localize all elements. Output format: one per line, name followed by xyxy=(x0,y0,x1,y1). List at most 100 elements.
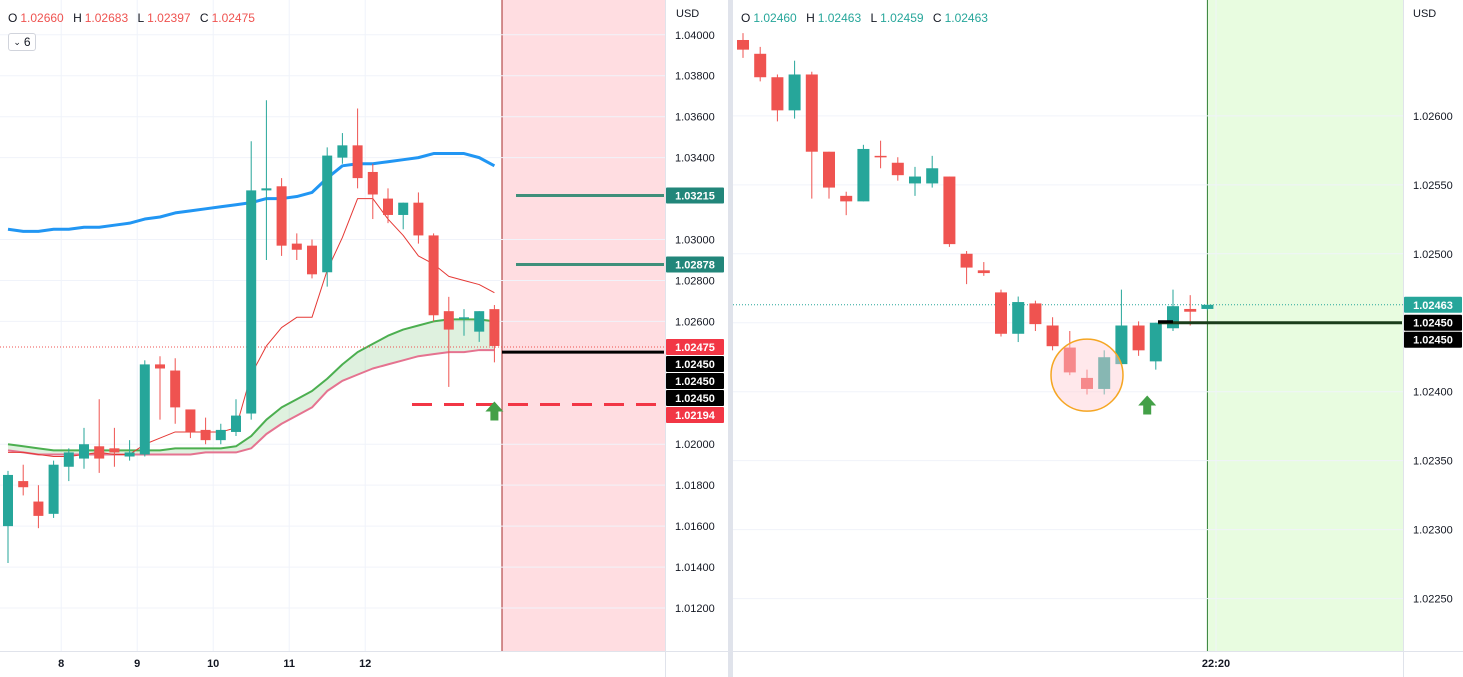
candle-body xyxy=(139,364,150,455)
right-low-label: L xyxy=(870,11,878,25)
candle-body xyxy=(1081,377,1093,389)
y-tick-label: 1.03000 xyxy=(675,235,715,247)
candle-body xyxy=(215,429,226,441)
left-open-value: 1.02660 xyxy=(20,11,64,25)
candle-body xyxy=(79,444,89,459)
left-low-value: 1.02397 xyxy=(147,11,191,25)
candle-body xyxy=(443,311,454,330)
candle-body xyxy=(1149,322,1162,362)
candle-body xyxy=(1012,302,1025,334)
price-axis-badge xyxy=(666,355,724,372)
left-high-value: 1.02683 xyxy=(84,11,129,25)
price-axis-badge-label: 1.02475 xyxy=(675,342,715,354)
candle-body xyxy=(124,452,135,457)
moving-average-line-2 xyxy=(7,318,495,452)
candle-body xyxy=(109,448,120,453)
right-currency-label: USD xyxy=(1413,8,1437,20)
indicators-toggle-button[interactable]: ⌄ 6 xyxy=(8,33,36,51)
x-tick-label: 22:20 xyxy=(1202,658,1230,670)
candle-body xyxy=(1063,347,1076,373)
candle-body xyxy=(1115,325,1128,365)
candle-body xyxy=(383,198,393,215)
y-tick-label: 1.02600 xyxy=(1413,111,1453,123)
candle-body xyxy=(1184,308,1197,312)
candle-body xyxy=(413,202,424,236)
price-axis-badge xyxy=(666,372,724,389)
price-axis-badge-label: 1.02450 xyxy=(1413,335,1453,347)
candle-body xyxy=(398,202,409,215)
left-close-label: C xyxy=(199,11,209,25)
right-open-value: 1.02460 xyxy=(753,11,797,25)
candle-body xyxy=(18,481,29,488)
ma-band-fill xyxy=(8,319,495,455)
left-close-value: 1.02475 xyxy=(211,11,255,25)
right-ohlc-legend: O 1.02460 H 1.02463 L 1.02459 C 1.02463 xyxy=(741,11,994,25)
left-open-label: O xyxy=(8,11,18,25)
price-axis-badge-label: 1.02450 xyxy=(675,393,715,405)
right-chart-canvas[interactable]: 1.02600 1.02550 1.02500 1.02450 1.02400 1.023… xyxy=(733,0,1463,677)
candle-body xyxy=(63,452,74,467)
candle-body xyxy=(352,145,363,179)
candle-body xyxy=(737,39,749,50)
left-high-label: H xyxy=(73,11,82,25)
y-tick-label: 1.03600 xyxy=(675,112,715,124)
price-axis-badge xyxy=(666,389,724,406)
price-axis-badge-label: 1.02463 xyxy=(1413,300,1453,312)
pane-divider[interactable] xyxy=(728,0,733,677)
y-tick-label: 1.04000 xyxy=(675,30,715,42)
price-axis-badge xyxy=(1404,331,1462,348)
indicator-count: 6 xyxy=(23,35,31,49)
price-axis-badge-label: 1.03215 xyxy=(675,191,715,203)
candle-body xyxy=(857,148,870,202)
x-tick-label: 10 xyxy=(207,658,219,670)
right-high-value: 1.02463 xyxy=(817,11,862,25)
y-tick-label: 1.02300 xyxy=(1413,525,1453,537)
candle-body xyxy=(823,151,835,188)
up-arrow-icon xyxy=(485,401,504,421)
candle-body xyxy=(891,162,904,176)
candle-body xyxy=(307,245,317,275)
candle-body xyxy=(1098,357,1111,389)
left-low-label: L xyxy=(137,11,145,25)
y-tick-label: 1.02600 xyxy=(675,316,715,328)
candle-body xyxy=(754,53,767,78)
candle-body xyxy=(261,188,272,191)
candle-body xyxy=(874,155,887,158)
candle-body xyxy=(170,370,181,408)
price-axis-badge xyxy=(1404,296,1462,313)
y-tick-label: 1.01800 xyxy=(675,480,715,492)
candle-body xyxy=(48,464,59,514)
y-tick-label: 1.02250 xyxy=(1413,594,1453,606)
right-close-label: C xyxy=(932,11,942,25)
y-tick-label: 1.02000 xyxy=(675,439,715,451)
price-axis-badge-label: 1.02450 xyxy=(1413,318,1453,330)
candle-body xyxy=(94,446,105,459)
price-axis-badge-label: 1.02450 xyxy=(675,359,715,371)
x-tick-label: 11 xyxy=(283,658,295,670)
candle-body xyxy=(1029,303,1042,325)
price-axis-badge xyxy=(666,187,724,204)
moving-average-line-3 xyxy=(7,349,495,456)
price-axis-badge xyxy=(666,256,724,273)
right-chart-pane[interactable]: 1.02600 1.02550 1.02500 1.02450 1.02400 1.023… xyxy=(733,0,1463,677)
y-tick-label: 1.02350 xyxy=(1413,456,1453,468)
candle-body xyxy=(33,501,44,516)
candle-body xyxy=(788,74,801,111)
candle-body xyxy=(428,235,439,316)
y-tick-label: 1.02500 xyxy=(1413,249,1453,261)
candle-body xyxy=(943,176,956,245)
left-chart-pane[interactable]: 1.04000 1.03800 1.03600 1.03400 1.03000 1.028… xyxy=(0,0,728,677)
left-chart-canvas[interactable]: 1.04000 1.03800 1.03600 1.03400 1.03000 1.028… xyxy=(0,0,728,677)
price-axis-badge-label: 1.02878 xyxy=(675,259,715,271)
right-high-label: H xyxy=(806,11,815,25)
x-tick-label: 9 xyxy=(134,658,140,670)
y-tick-label: 1.01400 xyxy=(675,562,715,574)
candle-body xyxy=(231,415,241,432)
candle-body xyxy=(246,190,257,414)
price-axis-badge xyxy=(666,406,724,423)
candle-body xyxy=(322,155,333,273)
candle-body xyxy=(367,171,378,195)
y-tick-label: 1.02550 xyxy=(1413,180,1453,192)
price-axis-badge-label: 1.02450 xyxy=(675,376,715,388)
